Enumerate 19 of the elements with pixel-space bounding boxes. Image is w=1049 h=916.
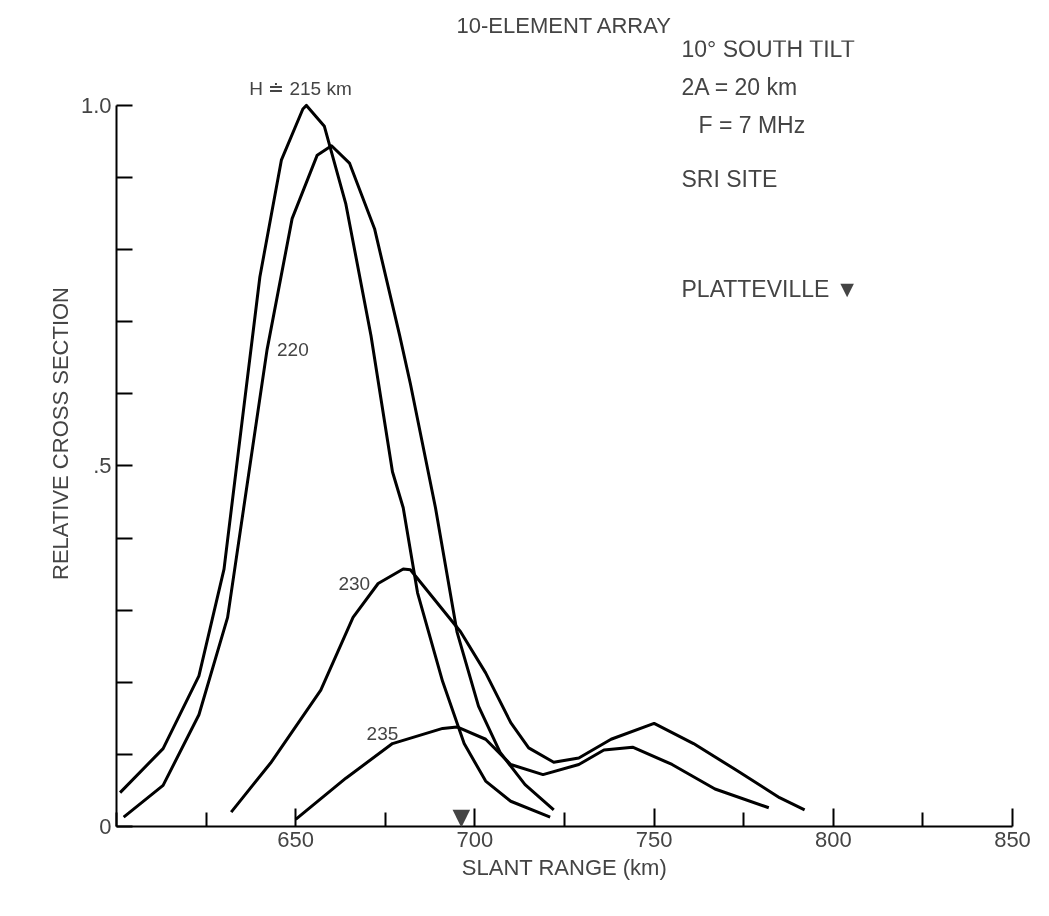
annotation: SRI SITE xyxy=(681,165,778,192)
y-tick-label: 0 xyxy=(99,814,112,839)
series-label: 230 xyxy=(338,572,371,594)
x-tick-label: 750 xyxy=(635,826,673,852)
annotation: F = 7 MHz xyxy=(698,111,806,138)
y-axis-title: RELATIVE CROSS SECTION xyxy=(47,287,73,580)
x-tick-label: 800 xyxy=(814,826,852,852)
x-tick-label: 650 xyxy=(277,826,315,852)
y-tick-label: 1.0 xyxy=(80,92,112,118)
annotation: PLATTEVILLE ▼ xyxy=(681,275,859,302)
series-label: 235 xyxy=(366,722,399,744)
x-tick-label: 850 xyxy=(994,826,1031,852)
text: 2A = 20 km xyxy=(681,73,798,100)
series-label: 220 xyxy=(277,339,309,361)
y-tick-label: .5 xyxy=(93,453,112,479)
x-axis-title: SLANT RANGE (km) xyxy=(461,854,667,880)
series-label: H ≐ 215 km xyxy=(249,78,352,100)
chart-title: 10-ELEMENT ARRAY xyxy=(456,13,672,38)
text: 10° SOUTH TILT xyxy=(681,35,855,62)
